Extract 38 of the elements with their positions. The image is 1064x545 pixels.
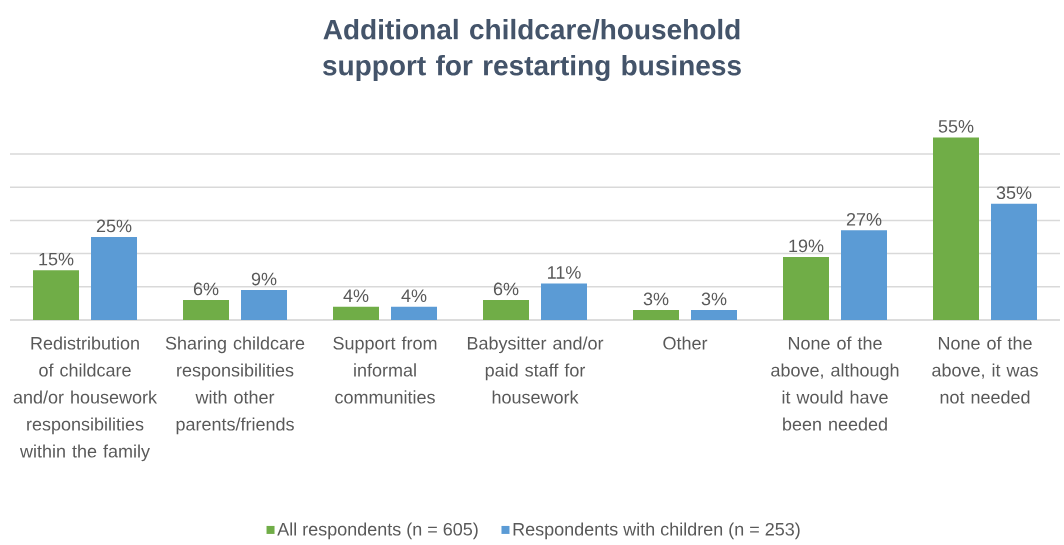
bar	[183, 300, 230, 320]
data-label: 27%	[846, 212, 882, 226]
bar	[241, 290, 288, 320]
data-label: 19%	[789, 239, 824, 253]
data-label: 25%	[96, 219, 132, 233]
x-tick-label: None of the above, although it would have been needed	[771, 336, 899, 431]
data-label: 15%	[39, 252, 74, 266]
data-label: 55%	[938, 120, 974, 133]
bar	[633, 310, 680, 320]
bar	[541, 283, 587, 320]
bar	[33, 270, 80, 320]
bar	[841, 230, 887, 320]
bar	[91, 237, 138, 320]
data-label: 35%	[996, 186, 1032, 200]
bar	[391, 306, 438, 320]
data-label: 6%	[493, 282, 519, 296]
data-label: 3%	[701, 292, 727, 306]
data-label: 4%	[401, 289, 427, 302]
bar	[483, 300, 530, 320]
data-label: 11%	[548, 266, 581, 279]
legend-label: All respondents (n = 605)	[277, 522, 478, 540]
bar	[783, 256, 829, 320]
bar	[333, 306, 380, 320]
x-tick-label: Other	[663, 336, 708, 350]
data-label: 9%	[251, 272, 277, 286]
bar	[691, 310, 737, 320]
x-tick-label: Sharing childcare responsibilities with other parents/friends	[165, 336, 305, 435]
x-tick-label: Support from informal communities	[333, 336, 437, 404]
data-label: 4%	[343, 289, 369, 302]
x-tick-label: Redistribution of childcare and/or housework responsibilities within the family	[13, 336, 158, 462]
x-tick-label: None of the above, it was not needed	[932, 336, 1038, 404]
bar	[991, 203, 1037, 320]
data-label: 3%	[643, 292, 669, 306]
chart-title: Additional childcare/household support for restarting business	[322, 18, 741, 82]
x-tick-label: Babysitter and/or paid staff for housework	[467, 336, 604, 404]
data-label: 6%	[193, 282, 219, 296]
legend-label: Respondents with children (n = 253)	[513, 522, 800, 540]
bar	[933, 137, 979, 320]
